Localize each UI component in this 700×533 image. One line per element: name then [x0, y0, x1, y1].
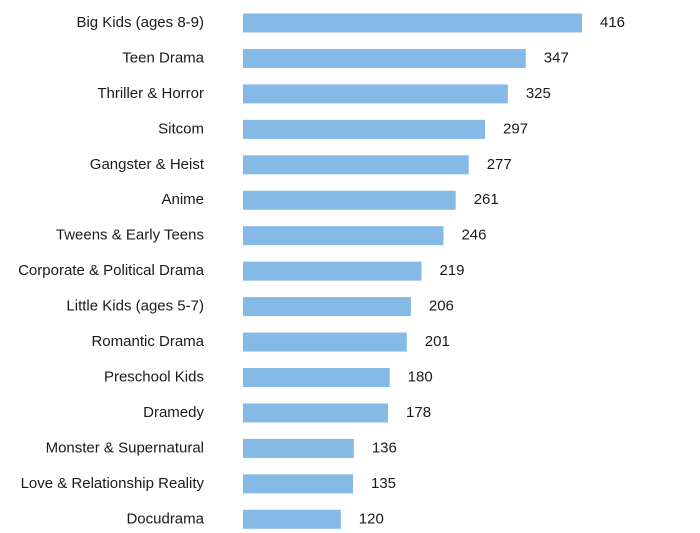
bar-little-kids-ages-5-7	[243, 297, 411, 317]
value-label-big-kids-ages-8-9: 416	[600, 14, 625, 31]
value-label-preschool-kids: 180	[408, 368, 433, 385]
bar-dramedy	[243, 403, 389, 423]
value-label-teen-drama: 347	[544, 49, 569, 66]
bar-sitcom	[243, 119, 486, 139]
category-label-corporate-and-political-drama: Corporate & Political Drama	[18, 262, 205, 279]
value-label-gangster-and-heist: 277	[487, 156, 512, 173]
category-label-monster-and-supernatural: Monster & Supernatural	[46, 439, 204, 456]
bar-thriller-and-horror	[243, 84, 508, 104]
category-label-preschool-kids: Preschool Kids	[104, 368, 204, 385]
category-labels: Big Kids (ages 8-9) Teen Drama Thriller & …	[18, 14, 205, 527]
bar-big-kids-ages-8-9	[243, 13, 582, 33]
value-labels: 416 347 325 297 277 261 246 219 206 201 180 178 136 1…	[359, 14, 625, 527]
value-label-love-and-relationship-reality: 135	[371, 475, 396, 492]
category-label-tweens-and-early-teens: Tweens & Early Teens	[56, 227, 204, 244]
value-label-romantic-drama: 201	[425, 333, 450, 350]
value-label-monster-and-supernatural: 136	[372, 439, 397, 456]
value-label-thriller-and-horror: 325	[526, 85, 551, 102]
category-label-anime: Anime	[161, 191, 204, 208]
category-label-romantic-drama: Romantic Drama	[91, 333, 204, 350]
value-label-sitcom: 297	[503, 120, 528, 137]
bar-tweens-and-early-teens	[243, 226, 444, 246]
category-label-sitcom: Sitcom	[158, 120, 204, 137]
value-label-anime: 261	[474, 191, 499, 208]
bar-anime	[243, 190, 456, 210]
bar-gangster-and-heist	[243, 155, 469, 175]
bar-docudrama	[243, 509, 341, 529]
category-label-teen-drama: Teen Drama	[122, 49, 204, 66]
value-label-docudrama: 120	[359, 510, 384, 527]
category-label-gangster-and-heist: Gangster & Heist	[90, 156, 205, 173]
category-label-little-kids-ages-5-7: Little Kids (ages 5-7)	[66, 298, 204, 315]
bar-romantic-drama	[243, 332, 407, 352]
bar-love-and-relationship-reality	[243, 474, 354, 494]
bar-preschool-kids	[243, 368, 390, 387]
value-label-little-kids-ages-5-7: 206	[429, 298, 454, 315]
category-label-love-and-relationship-reality: Love & Relationship Reality	[21, 475, 205, 492]
bar-monster-and-supernatural	[243, 438, 354, 458]
bar-corporate-and-political-drama	[243, 261, 422, 281]
category-label-docudrama: Docudrama	[126, 510, 204, 527]
bars	[243, 13, 582, 529]
value-label-tweens-and-early-teens: 246	[461, 227, 486, 244]
category-label-dramedy: Dramedy	[143, 404, 204, 421]
value-label-dramedy: 178	[406, 404, 431, 421]
bar-teen-drama	[243, 48, 526, 68]
value-label-corporate-and-political-drama: 219	[439, 262, 464, 279]
category-label-big-kids-ages-8-9: Big Kids (ages 8-9)	[76, 14, 204, 31]
category-label-thriller-and-horror: Thriller & Horror	[97, 85, 204, 102]
